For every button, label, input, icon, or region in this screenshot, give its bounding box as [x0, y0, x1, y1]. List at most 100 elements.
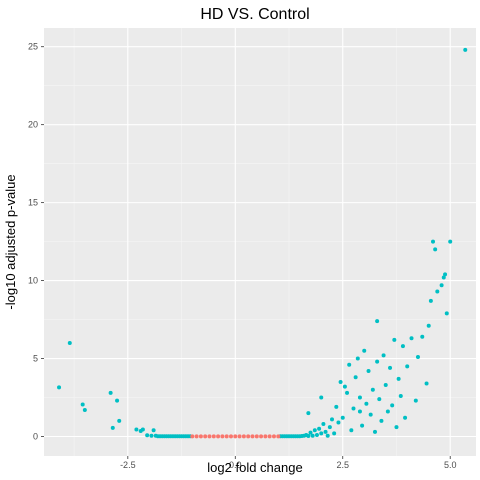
data-point [194, 434, 199, 439]
data-point [57, 385, 62, 390]
data-point [228, 434, 233, 439]
data-point [271, 434, 276, 439]
data-point [390, 403, 395, 408]
data-point [375, 319, 380, 324]
data-point [368, 412, 373, 417]
data-point [413, 398, 418, 403]
y-tick-label: 15 [28, 198, 38, 208]
data-point [334, 404, 339, 409]
data-point [67, 340, 72, 345]
data-point [241, 434, 246, 439]
data-point [463, 47, 468, 52]
data-point [357, 409, 362, 414]
data-point [246, 434, 251, 439]
data-point [207, 434, 212, 439]
data-point [233, 434, 238, 439]
data-point [145, 433, 150, 438]
x-tick-label: -2.5 [120, 460, 136, 470]
data-point [355, 356, 360, 361]
data-point [319, 395, 324, 400]
data-point [444, 311, 449, 316]
plot-panel [44, 28, 476, 456]
data-point [211, 434, 216, 439]
y-axis-ticks: 0 5 10 15 20 25 [28, 42, 44, 442]
data-point [349, 428, 354, 433]
data-point [250, 434, 255, 439]
data-point [198, 434, 203, 439]
data-point [308, 430, 313, 435]
data-point [357, 395, 362, 400]
data-point [108, 390, 113, 395]
data-point [342, 384, 347, 389]
data-point [149, 433, 154, 438]
data-point [415, 354, 420, 359]
data-point [321, 422, 326, 427]
data-point [190, 434, 195, 439]
data-point [375, 359, 380, 364]
y-tick-label: 0 [33, 432, 38, 442]
data-point [353, 375, 358, 380]
data-point [426, 323, 431, 328]
x-axis-title: log2 fold change [207, 460, 302, 475]
data-point [336, 420, 341, 425]
y-tick-label: 10 [28, 276, 38, 286]
data-point [366, 369, 371, 374]
data-point [388, 365, 393, 370]
data-point [254, 434, 259, 439]
data-point [403, 415, 408, 420]
data-point [338, 379, 343, 384]
data-point [312, 428, 317, 433]
data-point [377, 397, 382, 402]
data-point [381, 353, 386, 358]
data-point [345, 390, 350, 395]
data-point [347, 362, 352, 367]
data-point [134, 427, 139, 432]
data-point [327, 425, 332, 430]
data-point [319, 431, 324, 436]
x-tick-label: 2.5 [336, 460, 349, 470]
data-point [431, 239, 436, 244]
data-point [110, 425, 115, 430]
data-point [237, 434, 242, 439]
data-point [203, 434, 208, 439]
data-point [325, 433, 330, 438]
series-1 [190, 434, 281, 439]
data-point [433, 247, 438, 252]
data-point [364, 401, 369, 406]
data-point [441, 275, 446, 280]
data-point [220, 434, 225, 439]
y-tick-label: 25 [28, 42, 38, 52]
data-point [400, 344, 405, 349]
data-point [276, 434, 281, 439]
data-point [394, 425, 399, 430]
data-point [392, 337, 397, 342]
y-tick-label: 5 [33, 354, 38, 364]
data-point [428, 298, 433, 303]
data-point [443, 272, 448, 277]
data-point [224, 434, 229, 439]
chart-title: HD VS. Control [200, 6, 309, 23]
data-point [448, 239, 453, 244]
data-point [398, 393, 403, 398]
data-point [372, 429, 377, 434]
x-axis-ticks: -2.5 0.0 2.5 5.0 [120, 456, 456, 470]
data-point [332, 431, 337, 436]
data-point [310, 433, 315, 438]
data-point [351, 406, 356, 411]
data-point [385, 409, 390, 414]
data-point [424, 381, 429, 386]
data-point [420, 334, 425, 339]
data-point [267, 434, 272, 439]
data-point [439, 283, 444, 288]
data-point [323, 429, 328, 434]
data-point [362, 348, 367, 353]
x-tick-label: 0.0 [229, 460, 242, 470]
data-point [383, 383, 388, 388]
data-point [216, 434, 221, 439]
data-point [306, 434, 311, 439]
data-point [117, 418, 122, 423]
data-point [370, 387, 375, 392]
data-point [409, 336, 414, 341]
y-axis-title: -log10 adjusted p-value [3, 174, 18, 309]
